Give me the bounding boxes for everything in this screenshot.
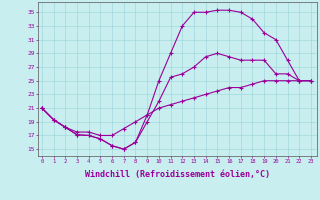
X-axis label: Windchill (Refroidissement éolien,°C): Windchill (Refroidissement éolien,°C) <box>85 170 270 179</box>
